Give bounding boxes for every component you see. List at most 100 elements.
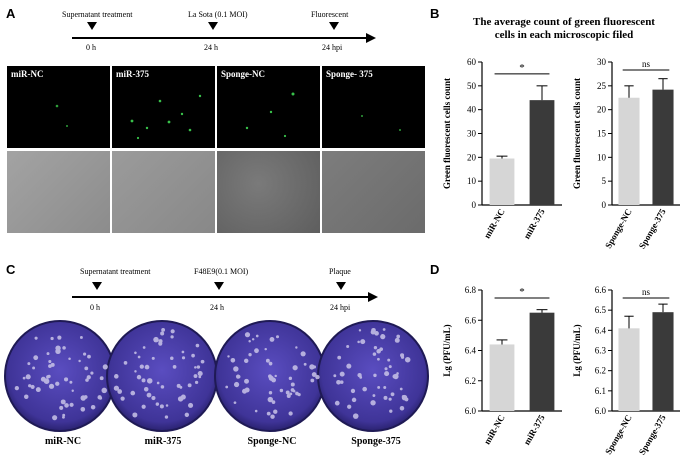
plaque-dot (270, 414, 275, 419)
y-tick-label: 30 (467, 129, 477, 139)
plaque-dot (181, 356, 186, 360)
plaque-dot (373, 345, 378, 350)
plaque-dot (248, 352, 252, 357)
timeline-a-marker-3 (329, 22, 339, 30)
plaque-dot (339, 380, 344, 384)
panel-letter-a: A (6, 6, 16, 21)
plaque-dot (388, 397, 392, 401)
plate-label-1: miR-NC (44, 436, 82, 447)
plaque-dot (158, 339, 163, 344)
plaque-dot (48, 359, 52, 364)
plate-label-3: Sponge-NC (247, 436, 297, 447)
plaque-dot (334, 400, 340, 406)
plaque-dot (141, 378, 146, 383)
plaque-dot (64, 403, 69, 408)
plaque-dot (387, 358, 391, 362)
plaque-plates-svg (4, 320, 429, 432)
plaque-dot (142, 346, 146, 349)
significance-label: ns (642, 59, 651, 69)
plaque-dot (394, 337, 400, 343)
plaque-dot (233, 381, 240, 388)
plaque-dot (130, 390, 136, 396)
timeline-c-event-2: F48E9(0.1 MOI) (194, 267, 249, 276)
plaque-dot (396, 334, 401, 339)
timeline-a-marker-1 (87, 22, 97, 30)
timeline-c-event-3: Plaque (329, 267, 351, 276)
y-tick-label: 20 (467, 152, 477, 162)
bar-miR-375 (529, 312, 555, 411)
y-axis-label: Lg (PFU/mL) (572, 324, 582, 376)
timeline-c-event-1: Supernatant treatment (80, 267, 151, 276)
plaque-dot (400, 353, 405, 358)
plaque-dot (384, 371, 390, 377)
plaque-dot (358, 329, 362, 332)
plaque-dot (193, 374, 198, 378)
timeline-c-time-1: 0 h (90, 303, 100, 312)
plaque-dot (181, 350, 185, 354)
y-tick-label: 6.5 (595, 305, 607, 315)
plaque-dot (372, 394, 376, 397)
y-tick-label: 6.1 (595, 386, 606, 396)
plaque-dot (311, 372, 317, 377)
timeline-c-time-3: 24 hpi (330, 303, 351, 312)
plaque-dot (55, 381, 60, 386)
y-tick-label: 10 (467, 176, 477, 186)
plaque-dot (194, 366, 197, 369)
plaque-dot (22, 376, 26, 380)
bar-miR-NC (489, 158, 515, 205)
x-tick-label: Sponge-375 (637, 413, 668, 457)
plaque-dot (151, 356, 155, 360)
plaque-dot (267, 396, 274, 403)
plaque-dot (60, 399, 66, 405)
panel-b-title-line2: cells in each microscopic filed (494, 29, 634, 41)
plaque-dot (225, 385, 229, 389)
plaque-dot (292, 365, 298, 371)
brightfield-image-3 (217, 151, 320, 233)
plaque-dot (156, 381, 160, 385)
plaque-dot (153, 336, 159, 343)
plaque-dot (69, 380, 73, 384)
plaque-dot (35, 387, 41, 393)
plaque-dot (62, 415, 65, 419)
plaque-dot (137, 355, 141, 359)
panel-b-title: The average count of green fluorescent c… (440, 16, 688, 42)
plaque-dot (255, 334, 259, 338)
plaque-dot (143, 386, 149, 392)
timeline-a-marker-2 (208, 22, 218, 30)
bar-Sponge-375 (652, 312, 674, 411)
plaque-dot (25, 374, 31, 380)
plaque-dot (71, 389, 74, 392)
plaque-dot (227, 355, 230, 358)
plaque-dot (377, 385, 381, 389)
chart-b-left: 0 10 20 30 40 50 60 Green fluorescent cells cou… (442, 57, 562, 241)
plaque-dot (114, 374, 119, 379)
plaque-dot (248, 339, 251, 343)
y-tick-label: 0 (472, 200, 477, 210)
y-axis-label: Lg (PFU/mL) (442, 324, 452, 376)
plaque-dot (290, 382, 295, 387)
plaque-dot (370, 400, 376, 406)
plaque-dot (399, 406, 405, 411)
plaque-dot (33, 355, 39, 361)
plaque-dot (233, 401, 237, 405)
plaque-dot (151, 396, 156, 401)
y-tick-label: 10 (597, 152, 607, 162)
plaque-dot (266, 411, 271, 416)
timeline-a-time-2: 24 h (204, 43, 218, 52)
brightfield-image-1 (7, 151, 110, 233)
timeline-c-time-2: 24 h (210, 303, 224, 312)
fluorescence-image-3: Sponge-NC (217, 66, 320, 148)
y-tick-label: 6.0 (465, 406, 477, 416)
plaque-dot (59, 405, 64, 410)
plaque-dot (134, 351, 137, 355)
plaque-dot (404, 398, 409, 402)
plaque-dot (161, 327, 166, 332)
plaque-dot (102, 364, 108, 370)
y-tick-label: 15 (597, 129, 607, 139)
plaque-dot (274, 374, 277, 378)
plaque-dot (352, 413, 359, 419)
bar-Sponge-NC (618, 328, 640, 411)
plaque-dot (268, 361, 273, 366)
plaque-dot (289, 392, 293, 396)
plaque-dot (296, 393, 300, 396)
